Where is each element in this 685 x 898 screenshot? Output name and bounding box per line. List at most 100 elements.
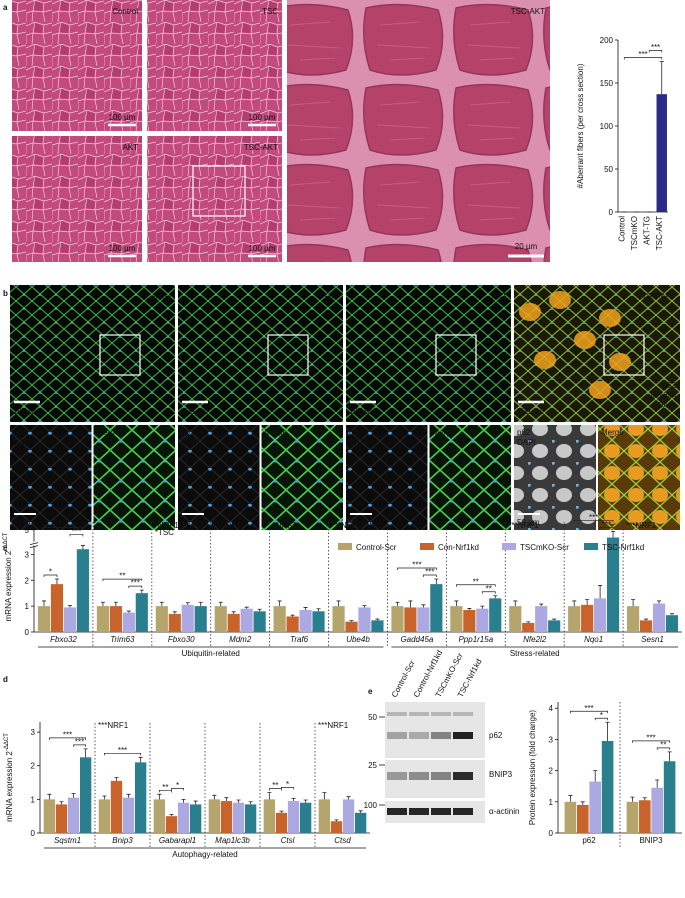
x-tick-label: TSCmKO xyxy=(630,216,639,250)
y-tick-label: 1 xyxy=(31,795,36,804)
image-label: TSC xyxy=(323,292,339,301)
error-bar xyxy=(667,751,672,762)
image-label: Merge xyxy=(433,428,456,437)
error-bar xyxy=(236,799,241,803)
bar xyxy=(652,603,666,632)
legend-label: TSCmKO-Scr xyxy=(520,543,569,552)
y-tick-label: 1 xyxy=(549,798,554,807)
error-bar xyxy=(267,792,272,800)
inset-box xyxy=(267,334,309,376)
y-axis-label: mRNA expression 2-ΔΔCT xyxy=(4,733,14,822)
error-bar xyxy=(375,618,380,621)
band xyxy=(431,772,451,780)
significance-label: *** xyxy=(589,513,598,522)
x-tick-label: Gabarapl1 xyxy=(159,836,196,845)
inset-merge xyxy=(598,425,680,530)
image-label: p62 xyxy=(349,428,363,437)
error-bar xyxy=(526,621,531,623)
error-bar xyxy=(181,798,186,803)
error-bar xyxy=(193,800,198,805)
panel-label: c xyxy=(3,544,8,553)
bar xyxy=(332,606,345,632)
error-bar xyxy=(291,797,296,802)
error-bar xyxy=(572,600,577,607)
y-tick-label: 0 xyxy=(549,829,554,838)
error-bar xyxy=(336,600,341,607)
x-tick-label: Fbxo32 xyxy=(50,635,77,644)
image-label: 20 µm xyxy=(515,242,538,251)
significance-bracket xyxy=(43,527,84,530)
bar xyxy=(122,797,135,833)
x-tick-label: Ctsd xyxy=(334,836,351,845)
bar xyxy=(220,801,233,833)
bar xyxy=(299,610,312,632)
band-label: α-actinin xyxy=(489,807,519,816)
bar xyxy=(330,821,343,833)
significance-label: * xyxy=(176,781,179,790)
significance-bracket xyxy=(49,737,86,740)
bar xyxy=(594,598,607,632)
image-label: TSC-AKT xyxy=(642,292,676,301)
significance-label: *** xyxy=(131,579,140,588)
error-bar xyxy=(669,613,674,616)
error-bar xyxy=(349,620,354,622)
y-axis-label: #Aberrant fibers (per cross section) xyxy=(576,63,585,188)
error-bar xyxy=(198,601,203,607)
group-label: Ubiquitin-related xyxy=(182,649,240,658)
y-tick-label: 5 xyxy=(25,526,30,535)
x-tick-label: Bnip3 xyxy=(112,836,133,845)
bar xyxy=(109,606,122,632)
error-bar xyxy=(334,819,339,822)
significance-bracket xyxy=(648,50,663,53)
bar xyxy=(463,610,476,632)
y-axis-label-text: Protein expression (fold change) xyxy=(528,710,537,826)
y-tick-label: 2 xyxy=(31,762,36,771)
error-bar xyxy=(47,793,52,800)
error-bar xyxy=(480,605,485,609)
image-label: 50 µm xyxy=(181,518,204,527)
x-tick-label: Gadd45a xyxy=(400,635,433,644)
error-bar xyxy=(257,608,262,612)
significance-bracket xyxy=(573,519,614,523)
error-bar xyxy=(493,595,498,599)
bar xyxy=(577,804,589,833)
image-label: 100 µm xyxy=(181,407,208,416)
annotation: **NRF1 xyxy=(214,521,242,530)
error-bar xyxy=(139,589,144,594)
error-bar xyxy=(454,600,459,607)
significance-label: *** xyxy=(118,746,127,755)
error-bar xyxy=(218,601,223,607)
significance-bracket xyxy=(159,789,172,793)
bar xyxy=(240,608,253,632)
x-tick-label: Nqo1 xyxy=(584,635,603,644)
error-bar xyxy=(54,578,59,585)
error-bar xyxy=(316,608,321,612)
error-bar xyxy=(59,801,64,805)
y-axis-label: mRNA expression 2-ΔΔCT xyxy=(3,532,13,621)
significance-bracket xyxy=(43,574,58,577)
y-tick-label: 100 xyxy=(600,122,614,131)
p62-aggregate xyxy=(519,303,541,321)
image-label: 50 µm xyxy=(349,518,372,527)
image-label: p62 xyxy=(181,428,195,437)
image-label: AKT xyxy=(122,143,138,152)
inset-channels xyxy=(10,425,92,530)
group-label: Stress-related xyxy=(510,649,560,658)
axis-break-mark xyxy=(29,542,39,546)
annotation: ***NRF1 xyxy=(626,521,657,530)
micrograph-zoom-shade xyxy=(287,0,550,262)
error-bar xyxy=(593,770,598,782)
error-bar xyxy=(644,618,649,621)
y-tick-label: 3 xyxy=(549,735,554,744)
image-label: DAPI xyxy=(181,438,200,447)
x-tick-label: Trim63 xyxy=(110,635,135,644)
p62-aggregate xyxy=(549,291,571,309)
band xyxy=(453,808,473,815)
error-bar xyxy=(231,611,236,614)
significance-label: ** xyxy=(473,577,479,586)
bar xyxy=(564,801,577,833)
p62-aggregate xyxy=(589,381,611,399)
inset-channels xyxy=(178,425,260,530)
chart: 0 50 100 150 200 #Aberrant fibers (per cross … xyxy=(576,36,668,250)
